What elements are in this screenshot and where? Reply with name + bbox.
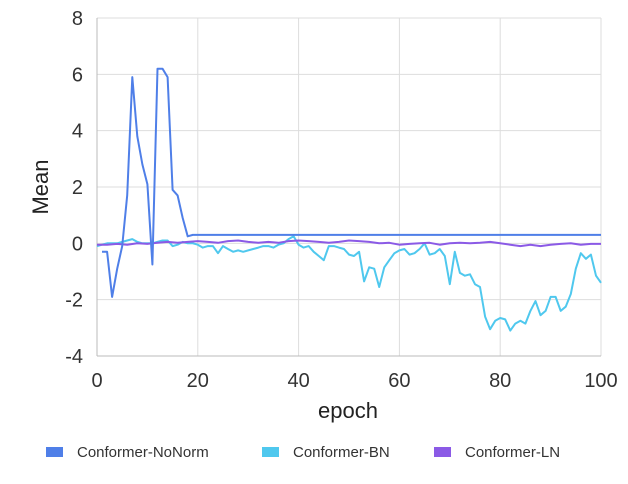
legend-swatch (46, 447, 63, 457)
legend-label: Conformer-NoNorm (77, 444, 209, 461)
x-tick-label: 40 (287, 370, 309, 392)
legend: Conformer-NoNorm Conformer-BN Conformer-LN (46, 444, 560, 461)
tick-labels: 0 20 40 60 80 100 -4 -2 0 2 4 6 8 (65, 8, 617, 392)
legend-label: Conformer-LN (465, 444, 560, 461)
y-tick-label: -2 (65, 290, 83, 312)
plot-area (96, 67, 602, 332)
y-tick-label: -4 (65, 346, 83, 368)
x-tick-label: 80 (489, 370, 511, 392)
x-tick-label: 20 (187, 370, 209, 392)
x-tick-label: 60 (388, 370, 410, 392)
y-tick-label: 4 (72, 121, 83, 143)
y-tick-label: 2 (72, 177, 83, 199)
legend-swatch (262, 447, 279, 457)
legend-swatch (434, 447, 451, 457)
y-tick-label: 0 (72, 233, 83, 255)
gridlines (96, 17, 602, 357)
series-line-Conformer-LN (97, 239, 601, 248)
series-line-Conformer-BN (96, 235, 602, 332)
y-tick-label: 8 (72, 8, 83, 30)
y-axis-label: Mean (28, 159, 53, 214)
legend-label: Conformer-BN (293, 444, 390, 461)
x-axis-label: epoch (318, 398, 378, 423)
x-tick-label: 100 (584, 370, 617, 392)
y-tick-label: 6 (72, 64, 83, 86)
x-tick-label: 0 (91, 370, 102, 392)
series-line-Conformer-NoNorm (102, 67, 601, 298)
